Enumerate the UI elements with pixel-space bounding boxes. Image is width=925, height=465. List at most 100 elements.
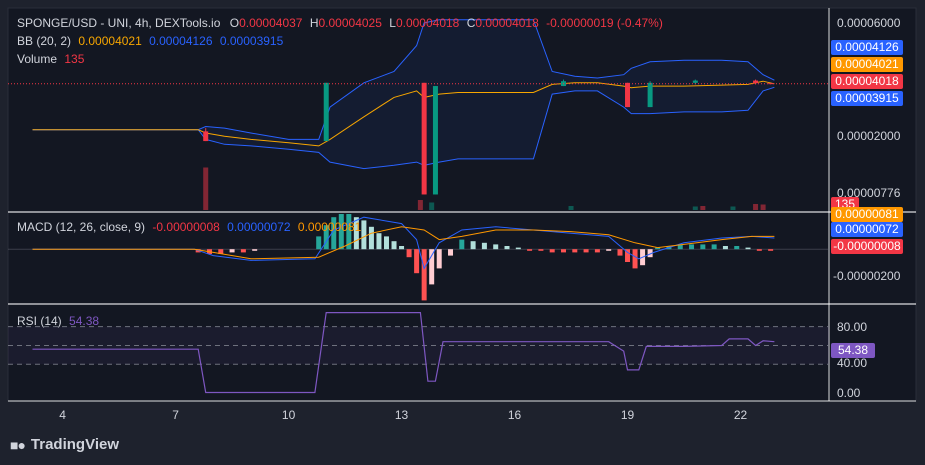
macd-hist-bar-12 xyxy=(361,220,367,250)
rsi-tick-2: 0.00 xyxy=(837,386,861,400)
time-axis[interactable]: 4 7 10 13 16 19 22 xyxy=(59,408,747,422)
price-legend: SPONGE/USD - UNI, 4h, DEXTools.io O0.000… xyxy=(17,16,667,30)
bb-legend: BB (20, 2) 0.00004021 0.00004126 0.00003… xyxy=(17,34,287,48)
macd-hist-bar-25 xyxy=(470,241,476,250)
price-tick-2: 0.00000776 xyxy=(837,186,901,200)
price-pane[interactable] xyxy=(8,19,829,210)
volume-label: Volume xyxy=(17,52,58,66)
macd-hist-bar-19 xyxy=(414,249,420,274)
macd-histogram xyxy=(195,214,774,301)
macd-hist-bar-15 xyxy=(383,236,389,250)
macd-hist-bar-49 xyxy=(722,246,728,250)
macd-hist-bar-35 xyxy=(583,249,589,253)
macd-hist-bar-51 xyxy=(745,247,751,250)
macd-hist-bar-7 xyxy=(323,225,329,250)
macd-hist-bar-26 xyxy=(481,242,487,250)
macd-hist-bar-38 xyxy=(617,249,623,256)
volume-bar-6 xyxy=(730,206,736,210)
macd-hist-bar-9 xyxy=(338,214,344,250)
rsi-axis[interactable]: 80.00 40.00 0.00 xyxy=(837,320,867,400)
bb-basis-price-tag: 0.00004021 xyxy=(831,57,903,72)
macd-hist-bar-22 xyxy=(436,249,442,269)
bollinger-lower-line xyxy=(32,86,775,170)
price-tick-0: 0.00006000 xyxy=(837,16,901,30)
volume-bar-1 xyxy=(417,200,423,210)
macd-hist-bar-30 xyxy=(527,249,533,251)
macd-hist-bar-29 xyxy=(515,247,521,250)
candle-body-6 xyxy=(647,82,653,108)
macd-hist-bar-39 xyxy=(625,249,631,262)
macd-pane[interactable] xyxy=(8,214,829,301)
change-value: -0.00000019 (-0.47%) xyxy=(546,16,663,30)
macd-hist-bar-45 xyxy=(677,244,683,250)
bb-basis-value: 0.00004021 xyxy=(78,34,142,48)
macd-legend: MACD (12, 26, close, 9) -0.00000008 0.00… xyxy=(17,220,365,234)
time-tick-3: 13 xyxy=(395,408,409,422)
candle-body-5 xyxy=(625,82,631,108)
macd-signal-tag: 0.00000081 xyxy=(831,207,903,222)
macd-hist-bar-32 xyxy=(549,249,555,253)
macd-hist-bar-2 xyxy=(218,249,224,254)
tradingview-logo-icon: ■● xyxy=(10,436,26,453)
macd-hist-bar-36 xyxy=(594,249,600,253)
volume-bar-4 xyxy=(692,206,698,210)
macd-hist-bar-23 xyxy=(448,249,454,256)
macd-hist-bar-47 xyxy=(700,244,706,250)
candle-body-1 xyxy=(323,82,329,142)
macd-value-tag: 0.00000072 xyxy=(831,222,903,237)
macd-hist-bar-18 xyxy=(406,249,412,258)
macd-hist-bar-24 xyxy=(459,239,465,250)
volume-bar-3 xyxy=(568,206,574,210)
macd-signal-value: 0.00000081 xyxy=(297,220,362,234)
macd-hist-bar-37 xyxy=(606,249,612,251)
bb-lower-value: 0.00003915 xyxy=(219,34,284,48)
time-tick-6: 22 xyxy=(734,408,748,422)
macd-hist-bar-28 xyxy=(504,246,510,250)
bb-label: BB (20, 2) xyxy=(17,34,72,48)
bollinger-upper-line xyxy=(32,19,775,140)
volume-legend: Volume 135 xyxy=(17,52,88,66)
high-value: 0.00004025 xyxy=(318,16,382,30)
macd-value: 0.00000072 xyxy=(227,220,291,234)
time-tick-4: 16 xyxy=(508,408,522,422)
time-tick-2: 10 xyxy=(282,408,296,422)
macd-hist-value: -0.00000008 xyxy=(152,220,220,234)
rsi-value-tag: 54.38 xyxy=(831,343,875,358)
symbol-label: SPONGE/USD - UNI, 4h, DEXTools.io xyxy=(17,16,221,30)
candle-body-3 xyxy=(432,86,438,195)
price-axis[interactable]: 0.00006000 0.00002000 0.00000776 xyxy=(837,16,901,200)
tradingview-brand[interactable]: ■● TradingView xyxy=(10,436,119,453)
macd-label: MACD (12, 26, close, 9) xyxy=(17,220,146,234)
macd-hist-bar-4 xyxy=(240,249,246,253)
rsi-pane[interactable] xyxy=(8,312,829,394)
open-value: 0.00004037 xyxy=(239,16,303,30)
macd-hist-bar-31 xyxy=(538,249,544,251)
rsi-band-lines xyxy=(8,326,829,365)
macd-signal-line xyxy=(32,226,775,260)
macd-hist-bar-20 xyxy=(421,249,427,301)
macd-hist-bar-10 xyxy=(346,214,352,250)
macd-line xyxy=(32,216,775,270)
volume-bar-5 xyxy=(700,206,706,210)
brand-label: TradingView xyxy=(30,436,120,453)
macd-hist-bar-53 xyxy=(768,249,774,251)
time-tick-1: 7 xyxy=(172,408,179,422)
price-tick-1: 0.00002000 xyxy=(837,129,901,143)
candle-body-7 xyxy=(692,80,698,83)
macd-hist-bar-27 xyxy=(493,244,499,250)
time-tick-5: 19 xyxy=(621,408,635,422)
bb-upper-price-tag: 0.00004126 xyxy=(831,40,903,55)
macd-hist-bar-52 xyxy=(756,249,762,251)
rsi-tick-1: 40.00 xyxy=(837,356,867,370)
macd-hist-bar-40 xyxy=(632,249,638,269)
candle-body-8 xyxy=(753,80,759,84)
macd-hist-tag: -0.00000008 xyxy=(831,239,903,254)
rsi-value: 54.38 xyxy=(69,314,100,328)
low-value: 0.00004018 xyxy=(395,16,460,30)
high-label: H xyxy=(309,16,319,30)
candle-body-2 xyxy=(421,82,427,195)
macd-axis[interactable]: -0.00000200 xyxy=(833,269,901,283)
macd-hist-bar-16 xyxy=(391,241,397,250)
volume-bar-0 xyxy=(203,167,209,210)
